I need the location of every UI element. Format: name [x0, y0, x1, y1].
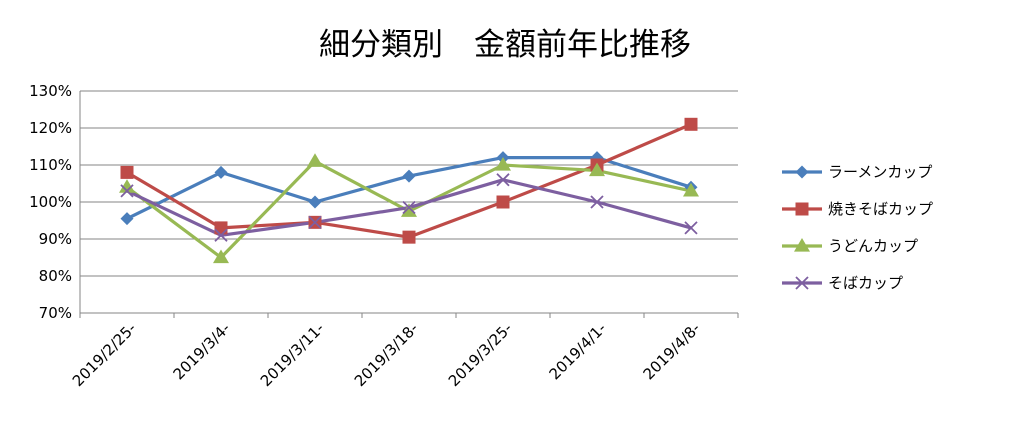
- data-point: [495, 157, 511, 171]
- data-point: [795, 202, 809, 216]
- legend-label: ラーメンカップ: [828, 163, 932, 181]
- data-point: [795, 165, 809, 179]
- y-tick-label: 100%: [29, 193, 72, 211]
- y-tick-label: 110%: [29, 156, 72, 174]
- data-point: [307, 153, 323, 167]
- data-point: [683, 182, 699, 197]
- data-point: [795, 276, 809, 290]
- data-point: [120, 184, 134, 198]
- legend-label: うどんカップ: [828, 237, 918, 255]
- data-point: [401, 203, 417, 217]
- y-tick-label: 90%: [39, 230, 72, 248]
- plot-area: 70% 80% 90% 100% 110% 120% 130% 2019/2/25- 2019/…: [29, 82, 739, 390]
- x-tick-label: 2019/4/1-: [546, 319, 610, 383]
- y-tick-label: 130%: [29, 82, 72, 100]
- x-tick-label: 2019/3/11-: [257, 319, 328, 390]
- data-point: [214, 221, 228, 235]
- x-tick-label: 2019/3/18-: [351, 319, 422, 390]
- legend-label: 焼きそばカップ: [828, 200, 933, 218]
- data-point: [120, 212, 134, 226]
- data-point: [214, 228, 228, 242]
- x-tick-label: 2019/3/4-: [170, 319, 234, 383]
- data-point: [589, 162, 605, 177]
- y-tick-label: 70%: [39, 304, 72, 322]
- data-point: [496, 195, 510, 209]
- data-point: [120, 165, 134, 179]
- data-point: [402, 230, 416, 244]
- data-point: [402, 169, 416, 183]
- data-point: [119, 179, 135, 193]
- data-point: [684, 117, 698, 131]
- data-point: [308, 195, 322, 209]
- data-point: [496, 173, 510, 187]
- data-point: [214, 165, 228, 179]
- x-tick-label: 2019/4/8-: [640, 319, 704, 383]
- y-tick-label: 80%: [39, 267, 72, 285]
- legend-label: そばカップ: [828, 274, 903, 292]
- data-point: [402, 200, 416, 215]
- data-point: [794, 238, 810, 252]
- y-tick-label: 120%: [29, 119, 72, 137]
- chart-title: 細分類別 金額前年比推移: [319, 27, 691, 63]
- data-point: [213, 249, 229, 264]
- data-point: [590, 195, 604, 209]
- data-point: [308, 215, 322, 229]
- x-tick-label: 2019/2/25-: [69, 319, 140, 390]
- data-point: [684, 221, 698, 235]
- x-tick-label: 2019/3/25-: [445, 319, 516, 390]
